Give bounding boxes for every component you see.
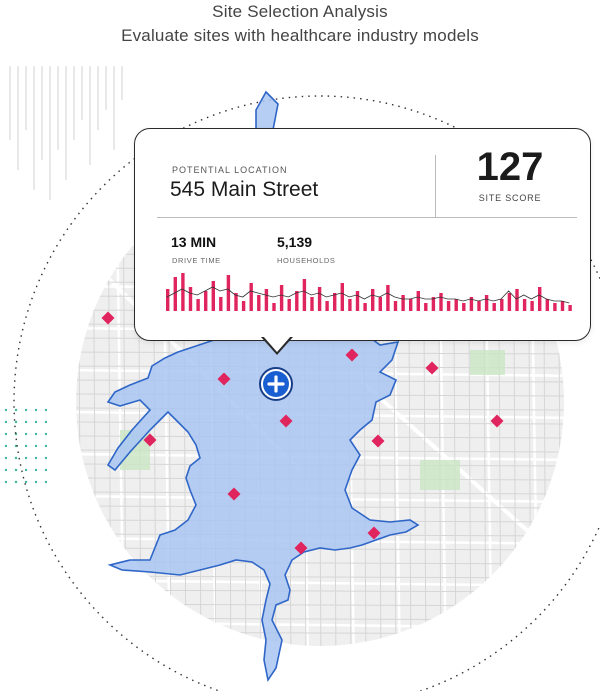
chart-bar: [507, 293, 512, 311]
site-score: 127: [476, 145, 544, 189]
decorative-lines: [9, 66, 123, 200]
chart-trend-line: [166, 286, 570, 304]
chart-bar: [492, 303, 496, 311]
chart-bar: [264, 289, 269, 311]
households-value: 5,139: [277, 234, 313, 250]
chart-bar: [317, 287, 322, 311]
vertical-divider: [435, 155, 436, 217]
chart-bar: [181, 273, 185, 311]
chart-bar: [371, 289, 375, 311]
chart-bar: [386, 285, 390, 311]
diamond-icon: [217, 372, 231, 386]
households-label: HOUSEHOLDS: [277, 256, 336, 265]
location-label: POTENTIAL LOCATION: [172, 165, 288, 175]
card-pointer-fill: [263, 336, 291, 352]
chart-bar: [234, 293, 238, 311]
chart-bar: [530, 301, 534, 311]
chart-bar: [454, 299, 458, 311]
diamond-icon: [279, 414, 293, 428]
chart-bar: [409, 299, 413, 311]
site-marker[interactable]: [259, 367, 293, 401]
chart-bar: [545, 299, 549, 311]
chart-bar: [279, 285, 284, 311]
chart-bar: [310, 297, 314, 311]
diamond-icon: [490, 414, 504, 428]
chart-bar: [287, 299, 291, 311]
chart-bar: [257, 295, 261, 311]
chart-bar: [166, 289, 170, 311]
location-address: 545 Main Street: [170, 178, 319, 201]
decorative-dots: [4, 408, 48, 484]
chart-bar: [219, 297, 223, 311]
diamond-icon: [345, 348, 359, 362]
chart-bar: [211, 281, 215, 311]
chart-bar: [431, 297, 436, 311]
chart-bar: [196, 299, 200, 311]
chart-bar: [188, 287, 193, 311]
chart-bar: [484, 295, 489, 311]
page-subtitle: Evaluate sites with healthcare industry …: [121, 26, 479, 45]
chart-bar: [249, 283, 253, 311]
drive-time-label: DRIVE TIME: [172, 256, 221, 265]
chart-bar: [424, 303, 428, 311]
chart-bar: [553, 303, 557, 311]
chart-bar: [355, 291, 360, 311]
page-title: Site Selection Analysis: [212, 2, 388, 21]
chart-bar: [515, 289, 519, 311]
chart-bar: [173, 277, 177, 311]
chart-bar: [560, 301, 565, 311]
chart-bar: [469, 297, 474, 311]
chart-bar: [272, 303, 276, 311]
chart-bar: [393, 301, 398, 311]
chart-bar: [462, 303, 466, 311]
chart-bar: [226, 275, 231, 311]
chart-bar: [522, 299, 527, 311]
chart-bar: [477, 301, 481, 311]
drive-time-value: 13 MIN: [171, 234, 217, 250]
diamond-icon: [101, 311, 115, 325]
diamond-icon: [294, 541, 308, 555]
chart-bar: [538, 287, 542, 311]
chart-bar: [340, 283, 344, 311]
chart-bar: [363, 303, 367, 311]
trend-bar-chart: [166, 273, 572, 311]
diamond-icon: [367, 526, 381, 540]
chart-bar: [500, 299, 504, 311]
chart-bar: [348, 299, 352, 311]
chart-bar: [241, 301, 246, 311]
chart-bar: [439, 293, 443, 311]
chart-bar: [378, 297, 382, 311]
chart-bar: [333, 293, 337, 311]
chart-bar: [401, 295, 405, 311]
chart-bar: [325, 301, 329, 311]
chart-bar: [416, 291, 420, 311]
chart-bar: [302, 279, 307, 311]
diamond-icon: [143, 433, 157, 447]
plus-icon: [267, 375, 285, 393]
diamond-icon: [425, 361, 439, 375]
diamond-icon: [227, 487, 241, 501]
site-score-label: SITE SCORE: [478, 193, 542, 203]
chart-bar: [295, 291, 299, 311]
site-info-card: POTENTIAL LOCATION 545 Main Street 127 S…: [134, 128, 591, 341]
chart-bar: [204, 291, 208, 311]
diamond-icon: [371, 434, 385, 448]
horizontal-divider: [157, 217, 577, 218]
chart-bar: [568, 305, 572, 311]
chart-bar: [446, 301, 451, 311]
